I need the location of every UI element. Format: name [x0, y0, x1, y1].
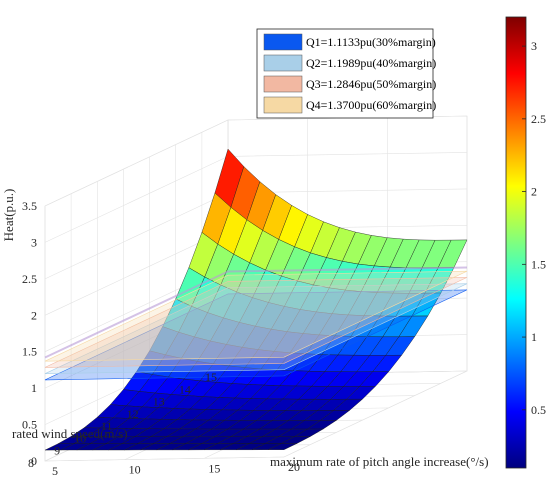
legend-label-q2: Q2=1.1989pu(40%margin) — [306, 56, 436, 70]
legend-swatch-q1 — [263, 33, 303, 51]
colorbar-ticks: 0.5 1 1.5 2 2.5 3 — [522, 39, 546, 417]
plane-q2 — [44, 283, 468, 374]
x-tick-label: 20 — [288, 460, 300, 474]
z-axis-label: Heat(p.u.) — [1, 189, 16, 242]
y-tick-label: 15 — [205, 370, 217, 384]
y-tick-label: 8 — [28, 456, 34, 470]
legend-swatch-q2 — [263, 54, 303, 72]
colorbar-tick-label: 3 — [531, 39, 537, 53]
y-tick-label: 14 — [179, 382, 191, 396]
x-tick-label: 15 — [208, 461, 220, 475]
legend-label-q1: Q1=1.1133pu(30%margin) — [306, 35, 436, 49]
z-tick-label: 1.5 — [22, 345, 37, 359]
colorbar: 0.5 1 1.5 2 2.5 3 — [505, 16, 546, 469]
colorbar-tick-label: 0.5 — [531, 403, 546, 417]
y-tick-label: 9 — [54, 444, 60, 458]
colorbar-tick-label: 1 — [531, 330, 537, 344]
y-tick-label: 10 — [74, 431, 86, 445]
z-tick-label: 3.5 — [22, 199, 37, 213]
z-tick-label: 0 — [31, 454, 37, 468]
colorbar-tick-label: 2 — [531, 185, 537, 199]
z-tick-label: 1 — [31, 381, 37, 395]
z-tick-label: 3 — [31, 235, 37, 249]
surface-cell — [44, 443, 75, 451]
legend: Q1=1.1133pu(30%margin) Q2=1.1989pu(40%ma… — [256, 28, 436, 119]
heat-surface — [44, 148, 468, 451]
x-tick-label: 10 — [129, 463, 141, 477]
x-tick-label: 5 — [52, 464, 58, 478]
threshold-planes — [44, 266, 468, 381]
plane-rim — [44, 266, 468, 359]
legend-label-q3: Q3=1.2846pu(50%margin) — [306, 77, 436, 91]
y-axis-label: rated wind speed(m/s) — [12, 426, 128, 441]
colorbar-tick-label: 2.5 — [531, 112, 546, 126]
plane-q3 — [44, 277, 468, 368]
z-tick-label: 0.5 — [22, 418, 37, 432]
x-axis-label: maximum rate of pitch angle increase(°/s… — [270, 454, 489, 469]
plane-q4 — [44, 270, 468, 362]
axis-ticks: 0 0.5 1 1.5 2 2.5 3 3.5 8 9 10 11 12 13 14 15 5 10 15 20 — [22, 199, 300, 478]
y-grid-line — [44, 206, 285, 462]
legend-swatch-q4 — [263, 96, 303, 114]
legend-label-q4: Q4=1.3700pu(60%margin) — [306, 98, 436, 112]
legend-swatch-q3 — [263, 75, 303, 93]
z-tick-label: 2.5 — [22, 272, 37, 286]
plane-q1 — [44, 289, 468, 381]
y-tick-label: 12 — [127, 407, 139, 421]
colorbar-tick-label: 1.5 — [531, 257, 546, 271]
colorbar-gradient — [505, 16, 527, 469]
y-tick-label: 13 — [153, 395, 165, 409]
y-tick-label: 11 — [101, 419, 113, 433]
z-tick-label: 2 — [31, 308, 37, 322]
